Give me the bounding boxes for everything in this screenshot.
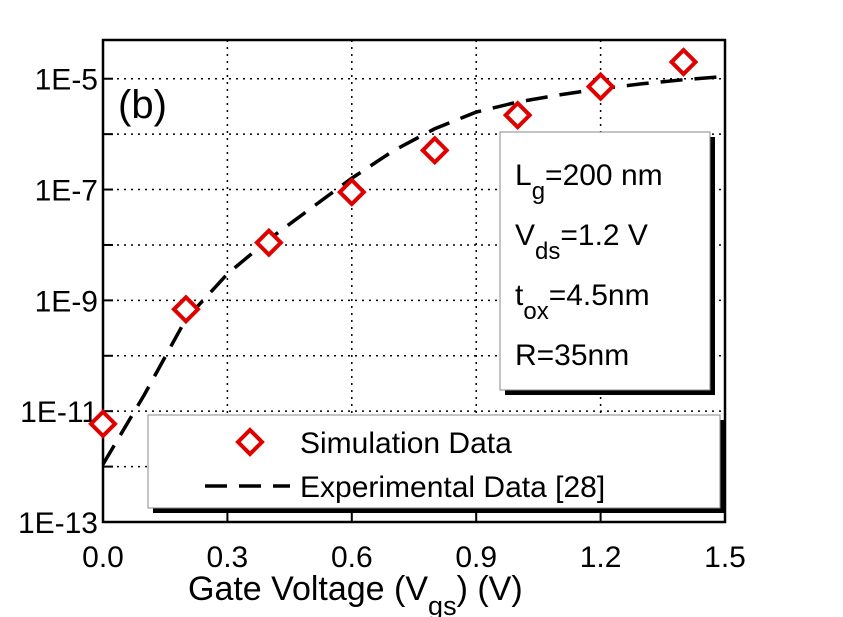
info-box [499,131,711,391]
data-point [668,47,699,77]
info-line-part: V [515,219,535,252]
y-tick-label: 1E-9 [35,285,98,318]
info-line-part: L [515,159,532,192]
y-tick-label: 1E-13 [18,507,98,540]
info-line-part: R=35nm [515,339,629,372]
info-line-part: g [532,178,545,205]
x-axis-label-part: gs [428,591,457,617]
data-point [585,71,616,102]
data-point [502,100,533,130]
info-line: Lg=200 nm [515,159,663,205]
x-tick-label: 0.3 [207,541,249,574]
x-tick-label: 1.5 [704,541,746,574]
info-line-part: ox [523,298,548,325]
info-line-part: t [515,279,524,312]
x-axis-label-part: ) (V) [457,570,523,608]
panel-label: (b) [118,83,167,127]
y-tick-label: 1E-7 [35,175,98,208]
data-line [101,74,726,466]
info-line: Vds=1.2 V [515,219,648,265]
info-line-part: =4.5nm [549,279,650,312]
data-point [254,227,284,258]
data-point [88,409,118,439]
legend-box [147,414,721,509]
data-point [336,177,367,207]
legend-label: Simulation Data [300,427,512,460]
info-line-part: =1.2 V [560,219,648,252]
x-axis-label: Gate Voltage (Vgs) (V) [188,570,523,617]
y-tick-label: 1E-11 [20,396,98,429]
data-point [419,135,450,166]
legend-label: Experimental Data [28] [300,471,605,504]
data-point [171,294,201,325]
plot-frame [101,38,727,524]
x-tick-label: 0.6 [331,541,373,574]
info-line: R=35nm [515,339,629,372]
x-tick-label: 0.0 [82,541,124,574]
x-axis-label-part: Gate Voltage (V [188,570,428,608]
x-tick-label: 0.9 [455,541,497,574]
x-tick-label: 1.2 [580,541,622,574]
info-line-part: =200 nm [545,159,663,192]
info-line: tox=4.5nm [515,279,650,325]
y-tick-label: 1E-5 [35,64,98,97]
legend-marker [235,427,265,457]
info-line-part: ds [535,238,560,265]
